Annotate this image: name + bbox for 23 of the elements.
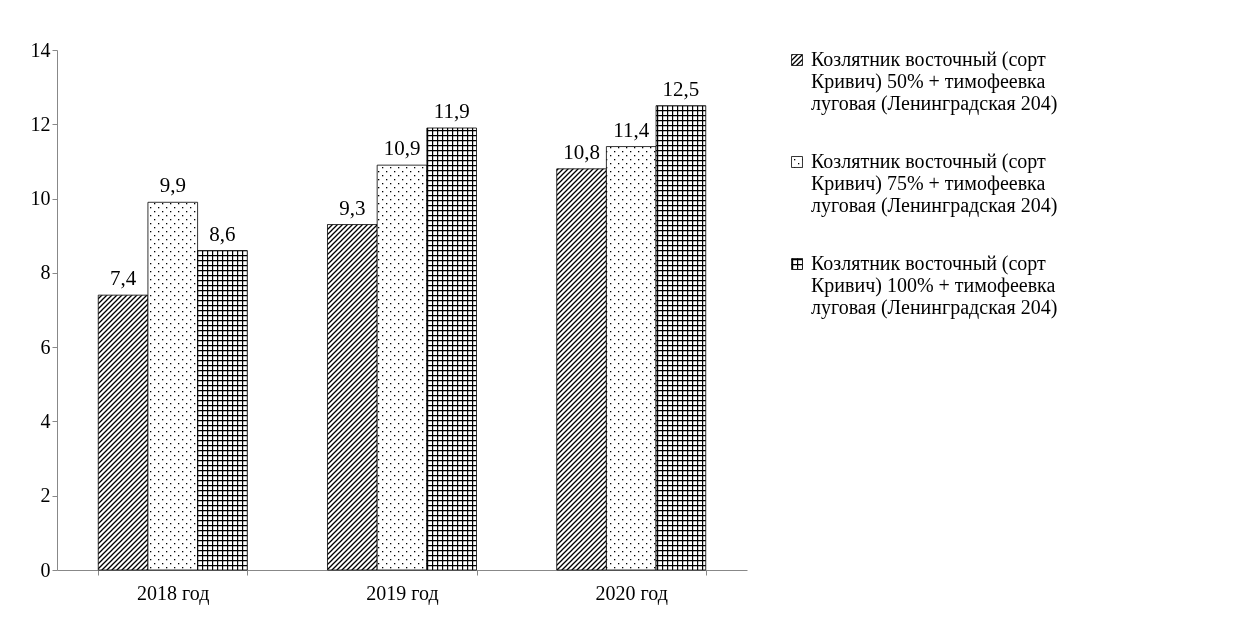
data-label: 11,9 [433,99,470,123]
data-label: 11,4 [613,117,650,142]
y-tick-label: 8 [40,261,51,284]
y-tick-label: 14 [30,38,51,61]
x-tick-label: 2020 год [595,581,668,605]
y-tick-label: 12 [30,112,51,135]
data-label: 9,3 [339,195,366,220]
legend-label: Козлятник восточный (сорт Кривич) 75% + тимофеевка луговая (Ленинградская 204) [811,150,1058,217]
legend-label: Козлятник восточный (сорт Кривич) 100% + тимофеевка луговая (Ленинградская 204) [811,252,1058,319]
data-label: 12,5 [662,76,700,101]
data-label: 7,4 [109,266,137,291]
y-tick-label: 10 [30,187,51,210]
data-label: 10,8 [563,139,600,164]
y-tick-label: 2 [40,484,51,507]
x-tick-label: 2019 год [366,581,439,605]
x-tick-label: 2018 год [137,581,210,605]
legend-label: Козлятник восточный (сорт Кривич) 50% + тимофеевка луговая (Ленинградская 204) [811,48,1058,115]
y-tick-label: 0 [40,558,51,581]
y-tick-label: 4 [40,409,51,432]
data-label: 9,9 [159,173,186,198]
data-label: 8,6 [209,221,236,246]
y-tick-label: 6 [40,335,51,358]
data-label: 10,9 [383,136,421,161]
